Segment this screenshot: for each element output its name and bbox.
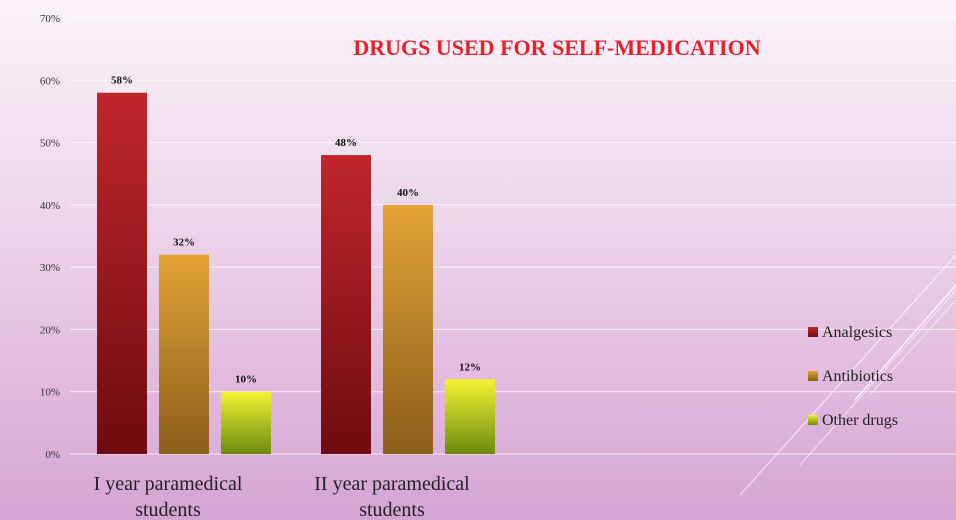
gridlines [70,17,956,455]
bars [97,92,495,454]
data-label: 10% [235,374,257,386]
legend-label: Other drugs [822,412,898,429]
legend-swatch [808,371,818,381]
legend: Analgesics Antibiotics Other drugs [808,324,898,429]
bar-antibiotics [383,204,433,454]
y-tick-label: 20% [40,324,60,336]
bar-other-drugs [445,379,495,454]
y-tick-label: 60% [40,75,60,87]
y-tick-label: 70% [40,13,60,25]
legend-swatch [808,415,818,425]
category-label: students [359,499,425,520]
chart-title: DRUGS USED FOR SELF-MEDICATION [353,35,760,60]
y-tick-label: 10% [40,387,60,399]
bar-analgesics [321,155,371,454]
legend-swatch [808,327,818,337]
category-label: II year paramedical [314,473,470,495]
legend-label: Analgesics [822,324,892,341]
category-label: I year paramedical [94,473,243,495]
data-labels: 58% 32% 10% 48% 40% 12% [111,75,481,386]
data-label: 32% [173,237,195,249]
bar-antibiotics [159,254,209,454]
data-label: 48% [335,137,357,149]
legend-label: Antibiotics [822,368,893,385]
data-label: 12% [459,361,481,373]
data-label: 58% [111,75,133,87]
x-axis-categories: I year paramedical students II year parame… [94,473,471,520]
bar-analgesics [97,92,147,454]
y-tick-label: 30% [40,262,60,274]
y-tick-label: 50% [40,138,60,150]
data-label: 40% [397,187,419,199]
y-axis-ticks: 0% 10% 20% 30% 40% 50% 60% 70% [40,13,60,461]
category-label: students [135,499,201,520]
decorative-lines [739,254,956,496]
y-tick-label: 0% [45,449,60,461]
y-tick-label: 40% [40,200,60,212]
bar-other-drugs [221,391,271,454]
